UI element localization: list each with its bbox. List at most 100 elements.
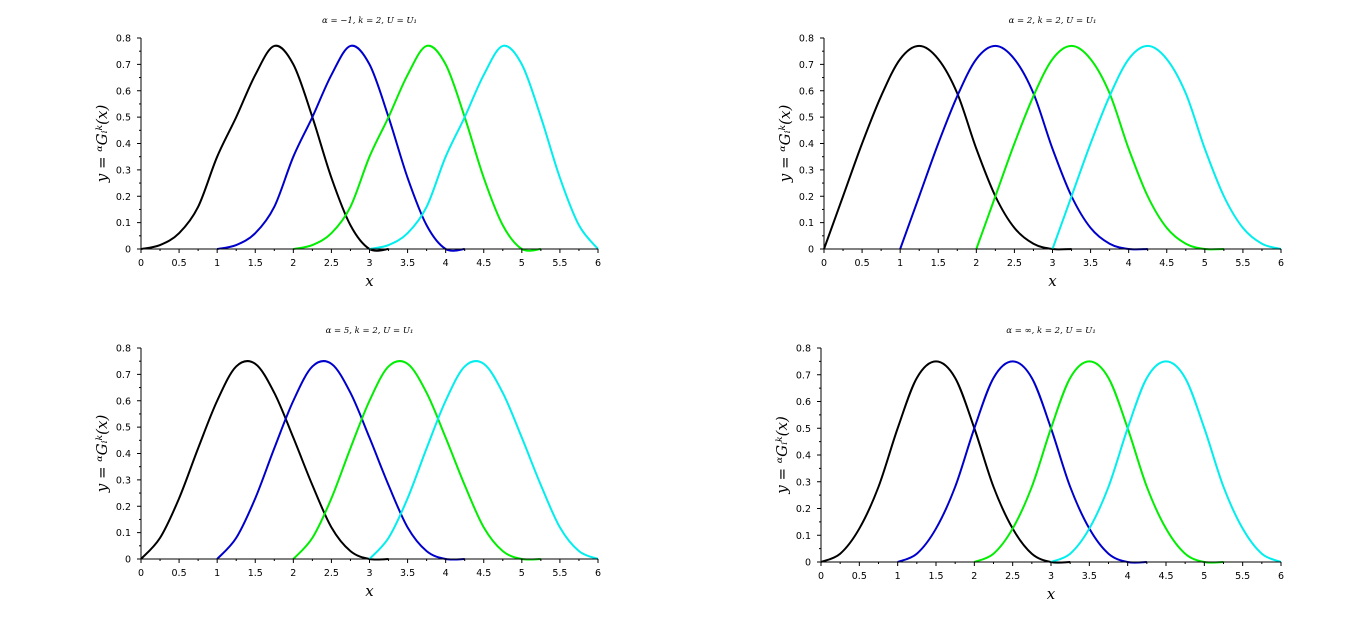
x-tick-label: 1.5 xyxy=(248,568,263,579)
y-tick-label: 0.6 xyxy=(796,397,811,408)
x-tick-label: 0.5 xyxy=(855,258,870,269)
x-tick-label: 3.5 xyxy=(1082,571,1097,582)
x-tick-label: 4 xyxy=(443,568,449,579)
x-tick-label: 5 xyxy=(519,568,525,579)
x-tick-label: 4 xyxy=(1125,571,1131,582)
x-tick-label: 6 xyxy=(595,568,601,579)
y-tick-label: 0.2 xyxy=(796,504,811,515)
x-axis-label: x xyxy=(365,582,374,600)
x-tick-label: 2.5 xyxy=(1005,571,1020,582)
x-axis-label: x xyxy=(1048,272,1057,290)
y-tick-label: 0.5 xyxy=(799,113,814,124)
y-tick-label: 0.4 xyxy=(116,139,131,150)
x-tick-label: 5 xyxy=(519,258,525,269)
y-tick-label: 0 xyxy=(805,558,811,569)
y-tick-label: 0.5 xyxy=(796,424,811,435)
x-tick-label: 3 xyxy=(1049,258,1055,269)
y-tick-label: 0.4 xyxy=(116,449,131,460)
x-tick-label: 3.5 xyxy=(1083,258,1098,269)
x-tick-label: 1 xyxy=(897,258,903,269)
y-axis-label: y = ᵅGᵢᵏ(x) xyxy=(93,105,111,184)
y-tick-label: 0.1 xyxy=(799,218,814,229)
y-tick-label: 0.6 xyxy=(116,86,131,97)
x-tick-label: 4.5 xyxy=(476,258,491,269)
series-line-3 xyxy=(292,360,541,561)
x-axis-label: x xyxy=(1047,585,1056,603)
chart-title: α = 2, k = 2, U = U₁ xyxy=(1009,16,1097,26)
y-tick-label: 0 xyxy=(808,245,814,256)
plot-panel-1: α = −1, k = 2, U = U₁ 0 0.5 1 1.5 2 2.5 3 3.5 4 4.… xyxy=(93,16,601,290)
y-tick-label: 0.7 xyxy=(116,370,131,381)
y-tick-label: 0.7 xyxy=(796,370,811,381)
series-line-2 xyxy=(216,44,465,252)
x-tick-label: 2 xyxy=(290,568,296,579)
chart-title: α = −1, k = 2, U = U₁ xyxy=(322,16,417,26)
series-line-4 xyxy=(368,360,599,560)
y-tick-label: 0.8 xyxy=(799,34,814,45)
y-tick-label: 0.3 xyxy=(116,475,131,486)
x-tick-label: 2.5 xyxy=(324,258,339,269)
x-tick-label: 3 xyxy=(366,258,372,269)
x-tick-label: 3 xyxy=(366,568,372,579)
x-tick-label: 4.5 xyxy=(476,568,491,579)
x-tick-label: 6 xyxy=(595,258,601,269)
x-tick-label: 0.5 xyxy=(172,258,187,269)
y-tick-label: 0.7 xyxy=(116,60,131,71)
y-tick-label: 0.4 xyxy=(796,451,811,462)
series-line-2 xyxy=(897,360,1147,564)
series-line-4 xyxy=(1051,44,1282,250)
x-tick-label: 1 xyxy=(214,568,220,579)
y-tick-label: 0.2 xyxy=(799,192,814,203)
y-tick-label: 0.7 xyxy=(799,60,814,71)
x-tick-label: 5.5 xyxy=(1235,571,1250,582)
plot-panel-2: α = 2, k = 2, U = U₁ 0 0.5 1 1.5 2 2.5 3 3.5 4 4.5… xyxy=(776,16,1284,290)
series-line-1 xyxy=(820,360,1071,564)
x-tick-label: 3 xyxy=(1048,571,1054,582)
y-tick-label: 0.2 xyxy=(116,192,131,203)
x-tick-label: 4.5 xyxy=(1159,258,1174,269)
x-tick-label: 2 xyxy=(973,258,979,269)
y-tick-label: 0.5 xyxy=(116,423,131,434)
x-tick-label: 5 xyxy=(1202,258,1208,269)
series-line-4 xyxy=(1050,360,1282,563)
x-tick-label: 1.5 xyxy=(931,258,946,269)
y-tick-label: 0 xyxy=(125,555,131,566)
y-tick-label: 0.1 xyxy=(116,218,131,229)
y-tick-label: 0.8 xyxy=(796,344,811,355)
y-axis-label: y = ᵅGᵢᵏ(x) xyxy=(93,415,111,494)
x-tick-label: 0 xyxy=(818,571,824,582)
x-tick-label: 5.5 xyxy=(552,258,567,269)
chart-title: α = 5, k = 2, U = U₁ xyxy=(326,326,414,336)
x-tick-label: 0.5 xyxy=(172,568,187,579)
x-tick-label: 0.5 xyxy=(852,571,867,582)
y-tick-label: 0.3 xyxy=(796,477,811,488)
x-tick-label: 6 xyxy=(1278,258,1284,269)
x-tick-label: 5.5 xyxy=(1235,258,1250,269)
x-tick-label: 1 xyxy=(895,571,901,582)
y-tick-label: 0.1 xyxy=(796,531,811,542)
x-tick-label: 3.5 xyxy=(400,258,415,269)
x-tick-label: 6 xyxy=(1278,571,1284,582)
x-tick-label: 0 xyxy=(138,568,144,579)
series-line-3 xyxy=(975,44,1224,251)
x-tick-label: 2.5 xyxy=(1007,258,1022,269)
series-line-1 xyxy=(823,44,1072,251)
y-tick-label: 0.4 xyxy=(799,139,814,150)
y-axis-label: y = ᵅGᵢᵏ(x) xyxy=(776,105,794,184)
x-tick-label: 1.5 xyxy=(248,258,263,269)
x-tick-label: 4.5 xyxy=(1158,571,1173,582)
plot-panel-4: α = ∞, k = 2, U = U₁ 0 0.5 1 1.5 2 2.5 3 3.5 4 4.5… xyxy=(773,326,1284,603)
chart-title: α = ∞, k = 2, U = U₁ xyxy=(1006,326,1096,336)
x-tick-label: 1.5 xyxy=(928,571,943,582)
x-tick-label: 5.5 xyxy=(552,568,567,579)
x-tick-label: 4 xyxy=(443,258,449,269)
x-tick-label: 3.5 xyxy=(400,568,415,579)
series-line-1 xyxy=(140,44,389,252)
x-tick-label: 2 xyxy=(971,571,977,582)
y-tick-label: 0.8 xyxy=(116,344,131,355)
y-tick-label: 0.8 xyxy=(116,34,131,45)
y-tick-label: 0.5 xyxy=(116,113,131,124)
y-tick-label: 0.2 xyxy=(116,502,131,513)
